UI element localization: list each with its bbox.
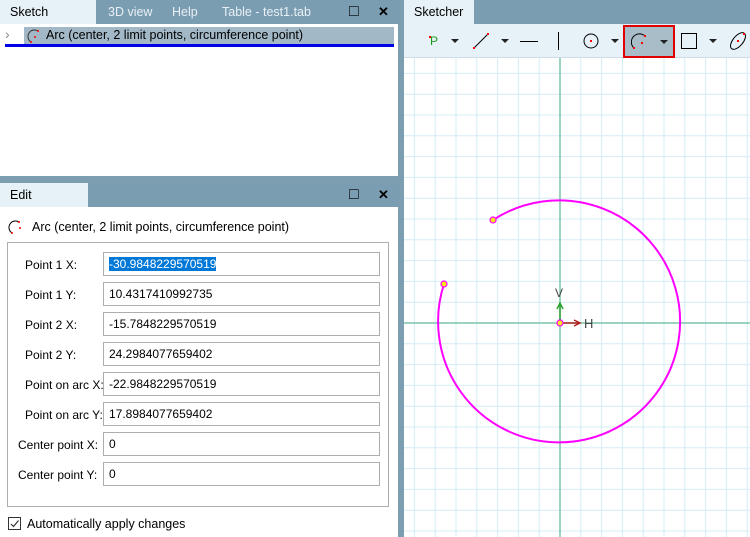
maximize-icon[interactable]: □ bbox=[349, 186, 359, 203]
arc-icon bbox=[27, 29, 39, 43]
arc-icon bbox=[631, 33, 646, 49]
center-y-label: Center point Y: bbox=[18, 468, 98, 482]
tab-sketch-history[interactable]: Sketch history bbox=[0, 0, 96, 43]
rectangle-tool[interactable] bbox=[678, 24, 700, 58]
fields-group: Point 1 X: -30.9848229570519 Point 1 Y: … bbox=[7, 242, 389, 507]
x-arrowhead-icon bbox=[573, 319, 582, 327]
edit-tabbar: Edit element □ ✕ bbox=[0, 183, 398, 226]
arc-point-y-label: Point on arc Y: bbox=[25, 408, 103, 422]
center-x-label: Center point X: bbox=[18, 438, 99, 452]
arc-point-x-label: Point on arc X: bbox=[25, 378, 104, 392]
circle-icon bbox=[583, 33, 599, 49]
arc-end-point bbox=[440, 280, 448, 288]
tab-sketcher[interactable]: Sketcher bbox=[404, 0, 474, 24]
point-tool-dropdown[interactable] bbox=[450, 24, 460, 58]
arc bbox=[437, 199, 682, 444]
vertical-axis-label: V bbox=[555, 286, 563, 300]
point2-x-label: Point 2 X: bbox=[25, 318, 78, 332]
top-tabbar: Sketch history 3D view Help Table - test… bbox=[0, 0, 398, 43]
line-icon bbox=[473, 33, 489, 49]
point2-y-label: Point 2 Y: bbox=[25, 348, 77, 362]
sketch-history-panel: › Arc (center, 2 limit points, circumfer… bbox=[0, 24, 398, 176]
history-item-label: Arc (center, 2 limit points, circumferen… bbox=[46, 28, 304, 42]
y-arrowhead-icon bbox=[556, 301, 564, 310]
ellipse-tool[interactable] bbox=[726, 24, 750, 58]
ellipse-icon bbox=[730, 32, 746, 50]
rectangle-tool-dropdown[interactable] bbox=[708, 24, 718, 58]
close-icon[interactable]: ✕ bbox=[378, 4, 389, 19]
point1-y-input[interactable]: 10.4317410992735 bbox=[103, 282, 380, 306]
horizontal-axis-label: H bbox=[584, 316, 593, 331]
point2-y-input[interactable]: 24.2984077659402 bbox=[103, 342, 380, 366]
point1-x-input[interactable]: -30.9848229570519 bbox=[103, 252, 380, 276]
point-tool[interactable]: P bbox=[429, 34, 438, 48]
arc-point-y-input[interactable]: 17.8984077659402 bbox=[103, 402, 380, 426]
close-icon[interactable]: ✕ bbox=[378, 187, 389, 202]
arc-icon bbox=[8, 220, 21, 234]
history-end-marker[interactable] bbox=[5, 44, 394, 47]
arc-start-point bbox=[489, 216, 497, 224]
sketch-canvas[interactable]: HV bbox=[404, 58, 750, 537]
arc-tool[interactable] bbox=[623, 25, 675, 58]
edit-element-panel: Arc (center, 2 limit points, circumferen… bbox=[0, 207, 398, 537]
point2-x-input[interactable]: -15.7848229570519 bbox=[103, 312, 380, 336]
arc-tool-dropdown[interactable] bbox=[660, 40, 668, 44]
tab-edit-element[interactable]: Edit element bbox=[0, 183, 88, 226]
canvas-background bbox=[404, 58, 750, 537]
expander-icon[interactable]: › bbox=[5, 26, 10, 42]
maximize-icon[interactable]: □ bbox=[349, 3, 359, 20]
center-y-input[interactable]: 0 bbox=[103, 462, 380, 486]
sketcher-toolbar: P bbox=[404, 24, 750, 58]
element-title: Arc (center, 2 limit points, circumferen… bbox=[32, 220, 290, 234]
circle-tool[interactable] bbox=[580, 24, 602, 58]
tab-table[interactable]: Table - test1.tab bbox=[222, 5, 311, 19]
checkmark-icon bbox=[10, 520, 19, 528]
center-point bbox=[556, 319, 564, 327]
line-tool[interactable] bbox=[470, 24, 492, 58]
tab-3d-view[interactable]: 3D view bbox=[108, 5, 153, 19]
auto-apply-label[interactable]: Automatically apply changes bbox=[27, 517, 186, 531]
vertical-line-tool[interactable] bbox=[552, 24, 564, 58]
center-x-input[interactable]: 0 bbox=[103, 432, 380, 456]
history-item[interactable]: Arc (center, 2 limit points, circumferen… bbox=[24, 27, 394, 44]
arc-point-x-input[interactable]: -22.9848229570519 bbox=[103, 372, 380, 396]
point1-y-label: Point 1 Y: bbox=[25, 288, 77, 302]
sketcher-tabbar: Sketcher bbox=[404, 0, 750, 24]
tab-help[interactable]: Help bbox=[172, 5, 198, 19]
horizontal-line-tool[interactable] bbox=[518, 24, 540, 58]
circle-tool-dropdown[interactable] bbox=[610, 24, 620, 58]
auto-apply-checkbox[interactable] bbox=[8, 517, 21, 530]
line-tool-dropdown[interactable] bbox=[500, 24, 510, 58]
point1-x-label: Point 1 X: bbox=[25, 258, 78, 272]
